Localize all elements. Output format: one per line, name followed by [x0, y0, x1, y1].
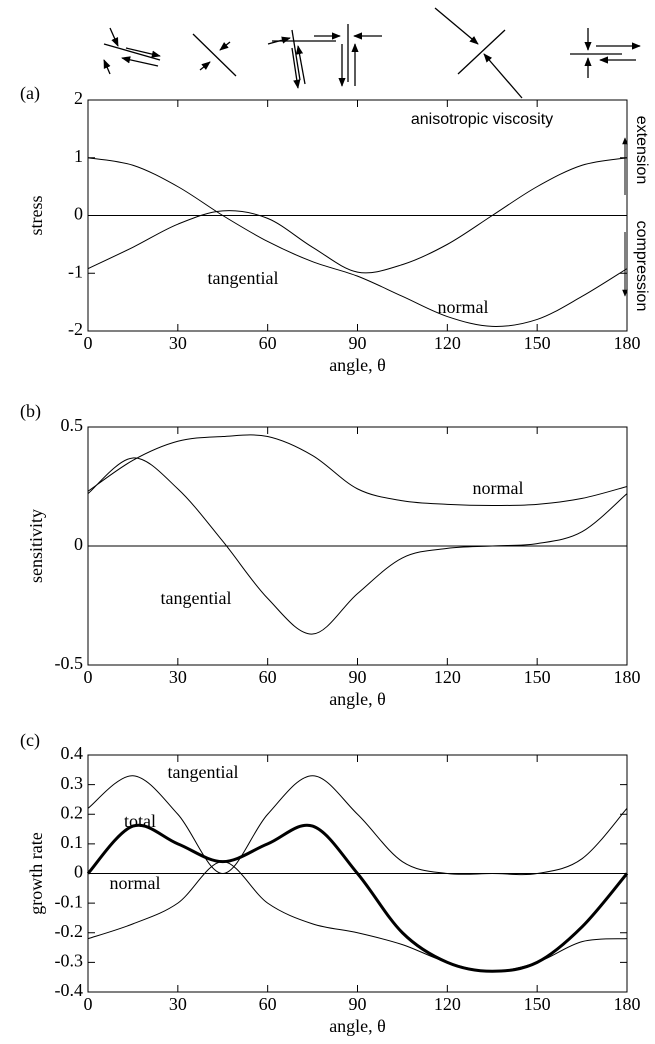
- curve: [87, 157, 628, 327]
- panel-label: (c): [20, 730, 40, 751]
- x-axis-label: angle, θ: [329, 689, 386, 709]
- x-tick-label: 90: [349, 994, 367, 1014]
- y-tick-label: 0: [74, 862, 83, 882]
- y-tick-label: -0.1: [55, 891, 84, 911]
- curve: [86, 823, 629, 973]
- curve: [87, 434, 628, 507]
- x-tick-label: 60: [259, 667, 277, 687]
- annotation: extension: [633, 116, 650, 185]
- annotation: compression: [633, 221, 650, 312]
- curve-label: total: [124, 811, 156, 831]
- annotation: anisotropic viscosity: [411, 111, 553, 128]
- x-tick-label: 180: [614, 667, 641, 687]
- y-tick-label: 0.3: [61, 773, 84, 793]
- curve-label: normal: [438, 297, 489, 317]
- curve-label: tangential: [208, 268, 279, 288]
- x-tick-label: 0: [84, 994, 93, 1014]
- y-tick-label: -0.4: [55, 980, 84, 1000]
- curve: [87, 157, 628, 274]
- x-tick-label: 120: [434, 667, 461, 687]
- y-tick-label: 0.4: [61, 743, 84, 763]
- panel-label: (b): [20, 401, 41, 422]
- y-tick-label: -1: [68, 261, 83, 281]
- x-axis-label: angle, θ: [329, 1016, 386, 1036]
- x-axis-label: angle, θ: [329, 355, 386, 375]
- x-tick-label: 180: [614, 994, 641, 1014]
- y-tick-label: 2: [74, 88, 83, 108]
- x-tick-label: 180: [614, 333, 641, 353]
- curve-label: tangential: [161, 588, 232, 608]
- curve-label: normal: [473, 478, 524, 498]
- y-axis-label: stress: [26, 196, 46, 236]
- curve: [87, 457, 628, 635]
- x-tick-label: 30: [169, 667, 187, 687]
- x-tick-label: 60: [259, 994, 277, 1014]
- curve-label: normal: [110, 873, 161, 893]
- y-tick-label: 1: [74, 146, 83, 166]
- x-tick-label: 120: [434, 994, 461, 1014]
- x-tick-label: 90: [349, 333, 367, 353]
- y-tick-label: -2: [68, 319, 83, 339]
- stress-icons: [103, 7, 641, 99]
- curve-label: tangential: [168, 762, 239, 782]
- y-axis-label: growth rate: [26, 832, 46, 914]
- x-tick-label: 120: [434, 333, 461, 353]
- curve: [87, 775, 628, 876]
- y-tick-label: 0: [74, 534, 83, 554]
- y-axis-label: sensitivity: [26, 509, 46, 583]
- x-tick-label: 0: [84, 333, 93, 353]
- y-tick-label: 0: [74, 204, 83, 224]
- y-tick-label: -0.5: [55, 653, 84, 673]
- y-tick-label: -0.3: [55, 951, 84, 971]
- y-tick-label: 0.5: [61, 415, 84, 435]
- x-tick-label: 30: [169, 333, 187, 353]
- x-tick-label: 150: [524, 994, 551, 1014]
- x-tick-label: 30: [169, 994, 187, 1014]
- x-tick-label: 60: [259, 333, 277, 353]
- x-tick-label: 90: [349, 667, 367, 687]
- x-tick-label: 150: [524, 667, 551, 687]
- y-tick-label: 0.1: [61, 832, 84, 852]
- y-tick-label: -0.2: [55, 921, 84, 941]
- panel-label: (a): [20, 83, 40, 104]
- x-tick-label: 0: [84, 667, 93, 687]
- y-tick-label: 0.2: [61, 802, 84, 822]
- curve: [87, 861, 628, 972]
- x-tick-label: 150: [524, 333, 551, 353]
